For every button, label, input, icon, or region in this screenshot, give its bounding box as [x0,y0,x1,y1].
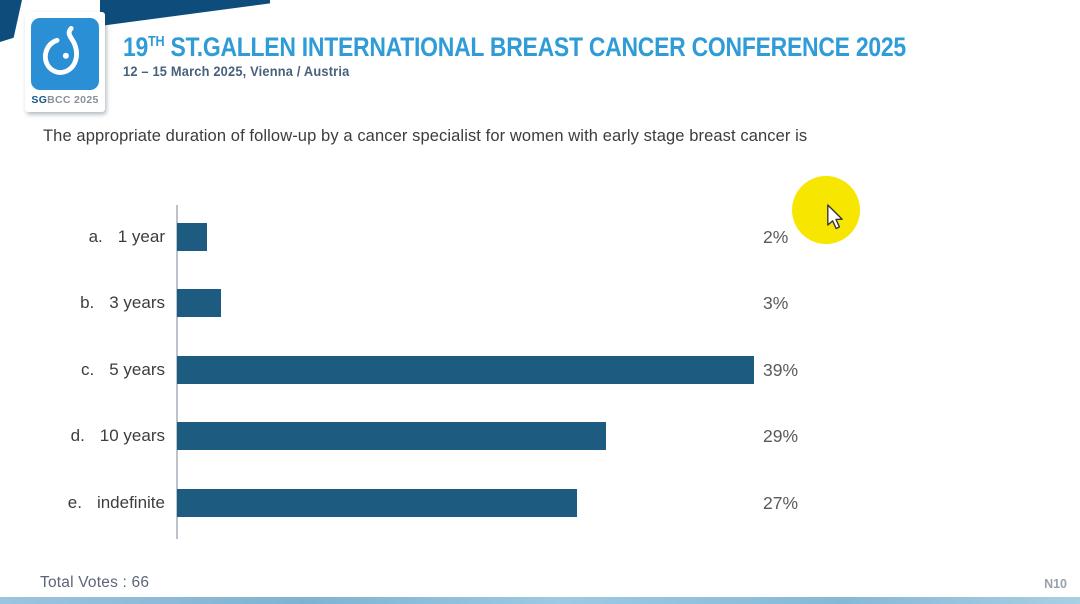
bar-value-label: 39% [763,359,799,380]
bar-category-label: e. indefinite [40,492,165,514]
slide-code: N10 [1044,577,1067,591]
option-prefix: d. [70,426,85,446]
sgbcc-logo: SGBCC 2025 [25,12,105,112]
bar [177,488,577,517]
poll-question: The appropriate duration of follow-up by… [43,127,808,145]
option-prefix: c. [81,359,95,379]
option-prefix: a. [88,227,103,246]
option-prefix: e. [67,492,82,512]
bar-category-label: a. 1 year [40,226,165,248]
sgbcc-logo-text: SGBCC 2025 [31,94,98,106]
option-text: 1 year [117,227,165,246]
sgbcc-logo-icon [31,18,99,90]
option-prefix: b. [80,293,95,313]
option-text: 10 years [99,426,165,446]
option-text: indefinite [96,492,165,512]
breast-glyph-icon [42,25,79,75]
bar [177,355,755,384]
bar-value-label: 2% [763,227,789,247]
bar-category-label: b. 3 years [40,292,165,314]
header: 19TH ST.GALLEN INTERNATIONAL BREAST CANC… [123,33,1044,80]
logo-text-rest: BCC 2025 [47,94,99,106]
cursor-highlight-circle [792,176,860,244]
title-number: 19 [123,32,149,62]
bar-value-label: 29% [763,426,799,447]
title-main: ST.GALLEN INTERNATIONAL BREAST CANCER CO… [164,32,906,62]
bar [177,289,222,318]
bar-category-label: c. 5 years [40,359,165,381]
bar-value-label: 27% [763,492,799,513]
bar-value-label: 3% [763,293,789,314]
bar [177,223,207,251]
bar [177,422,607,451]
option-text: 5 years [109,359,165,379]
bar-category-label: d. 10 years [40,425,165,447]
logo-text-bold: SG [31,94,48,106]
conference-dates: 12 – 15 March 2025, Vienna / Austria [123,64,350,80]
conference-title: 19TH ST.GALLEN INTERNATIONAL BREAST CANC… [123,33,906,61]
title-ordinal: TH [148,34,165,50]
total-votes: Total Votes : 66 [40,574,150,591]
bottom-strip [0,597,1080,604]
option-text: 3 years [109,293,165,313]
mouse-cursor-icon [827,204,843,230]
